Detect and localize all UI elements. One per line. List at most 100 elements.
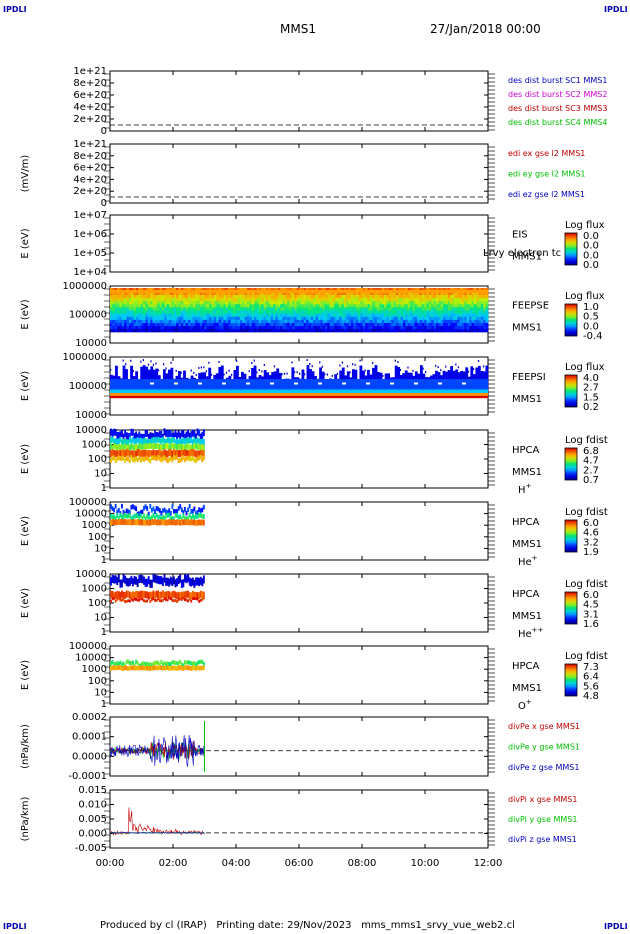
spectrogram-cell bbox=[126, 322, 130, 327]
spectrogram-cell bbox=[327, 300, 331, 305]
spectrogram-cell bbox=[348, 297, 352, 302]
spectrogram-cell bbox=[206, 294, 210, 299]
spectrogram-cell bbox=[138, 297, 142, 302]
spectrogram-cell bbox=[202, 514, 205, 519]
spectrogram-cell bbox=[306, 297, 309, 302]
spectrogram-cell bbox=[157, 325, 161, 330]
spectrogram-cell bbox=[198, 592, 201, 600]
spectrogram-cell bbox=[424, 312, 427, 317]
spectrogram-cell bbox=[211, 316, 215, 320]
spectrogram-cell bbox=[355, 309, 359, 314]
spectrogram-cell bbox=[440, 306, 444, 311]
spectrogram-cell bbox=[117, 297, 120, 302]
spectrogram-cell bbox=[161, 312, 165, 317]
spectrogram-cell bbox=[139, 433, 142, 441]
spectrogram-cell bbox=[195, 328, 198, 333]
spectrogram-cell bbox=[464, 322, 468, 327]
spectrogram-cell bbox=[110, 513, 112, 519]
spectrogram-cell bbox=[407, 316, 411, 320]
spectrogram-cell bbox=[143, 505, 145, 511]
spectrogram-cell bbox=[174, 439, 177, 446]
spectrogram-cell bbox=[386, 312, 390, 317]
spectrogram-cell bbox=[179, 592, 182, 600]
spectrogram-cell bbox=[185, 665, 188, 671]
spectrogram-cell bbox=[171, 316, 175, 320]
spectrogram-cell bbox=[376, 297, 380, 302]
spectrogram-cell bbox=[169, 322, 172, 327]
spectrogram-cell bbox=[124, 322, 127, 327]
spectrogram-cell bbox=[348, 306, 352, 311]
spectrogram-cell bbox=[174, 579, 177, 588]
spectrogram-cell bbox=[348, 300, 352, 305]
spectrogram-cell bbox=[114, 294, 118, 299]
spectrogram-cell bbox=[273, 294, 276, 299]
spectrogram-cell bbox=[211, 319, 215, 324]
spectrogram-cell bbox=[294, 312, 298, 317]
instrument-name: FEEPSI bbox=[512, 372, 546, 383]
spectrogram-cell bbox=[206, 325, 210, 330]
spectrogram-cell bbox=[395, 306, 399, 311]
spectrogram-cell bbox=[190, 322, 194, 327]
spectrogram-cell bbox=[258, 316, 262, 320]
spectrogram-band bbox=[110, 389, 488, 393]
spectrogram-cell bbox=[179, 432, 182, 440]
spectrogram-cell bbox=[268, 294, 272, 299]
spectrogram-cell bbox=[232, 300, 236, 305]
spectrogram-cell bbox=[154, 598, 156, 602]
spectrogram-cell bbox=[211, 322, 215, 327]
spectrogram-cell bbox=[164, 294, 168, 299]
spectrogram-gap bbox=[414, 382, 418, 385]
spectrogram-cell bbox=[221, 306, 224, 311]
spectrogram-cell bbox=[225, 300, 229, 305]
spectrogram-cell bbox=[473, 306, 477, 311]
spectrogram-cell bbox=[235, 297, 238, 302]
spectrogram-cell bbox=[308, 291, 312, 296]
spectrogram-cell bbox=[195, 662, 197, 667]
spacecraft-name: MMS1 bbox=[512, 611, 542, 622]
spectrogram-cell bbox=[386, 319, 390, 324]
spectrogram-cell bbox=[362, 291, 366, 296]
spectrogram-cell bbox=[346, 365, 349, 368]
spectrogram-cell bbox=[150, 322, 153, 327]
y-tick-label: 10000 bbox=[75, 410, 107, 421]
spectrogram-cell bbox=[350, 294, 354, 299]
spectrogram-cell bbox=[381, 291, 385, 296]
spectrogram-cell bbox=[362, 309, 366, 314]
spectrogram-cell bbox=[174, 449, 177, 457]
spectrogram-cell bbox=[117, 312, 120, 317]
spectrogram-cell bbox=[273, 316, 276, 320]
spectrogram-cell bbox=[190, 509, 193, 514]
spectrogram-cell bbox=[197, 325, 201, 330]
spectrogram-cell bbox=[424, 288, 427, 292]
spectrogram-cell bbox=[265, 319, 269, 324]
spectrogram-cell bbox=[185, 303, 189, 308]
spectrogram-cell bbox=[133, 297, 137, 302]
spectrogram-cell bbox=[237, 300, 241, 305]
spectrogram-cell bbox=[296, 300, 300, 305]
spectrogram-cell bbox=[320, 297, 324, 302]
spectrogram-cell bbox=[438, 309, 442, 314]
y-tick-label: 0.0002 bbox=[72, 712, 107, 723]
spectrogram-cell bbox=[221, 322, 224, 327]
spectrogram-cell bbox=[188, 592, 191, 600]
spectrogram-cell bbox=[195, 297, 198, 302]
spectrogram-cell bbox=[322, 303, 326, 308]
spectrogram-cell bbox=[211, 291, 215, 296]
spectrogram-cell bbox=[454, 306, 458, 311]
spectrogram-cell bbox=[239, 316, 243, 320]
spectrogram-cell bbox=[477, 365, 481, 392]
spectrogram-cell bbox=[204, 291, 208, 296]
spectrogram-cell bbox=[360, 312, 364, 317]
spectrogram-cell bbox=[177, 450, 180, 457]
spectrogram-cell bbox=[184, 660, 186, 665]
spectrogram-cell bbox=[110, 291, 113, 296]
spectrogram-cell bbox=[221, 328, 224, 333]
spectrogram-cell bbox=[478, 303, 482, 308]
spectrogram-cell bbox=[121, 309, 125, 314]
spectrogram-cell bbox=[114, 450, 117, 458]
spectrogram-cell bbox=[176, 325, 179, 330]
spectrogram-cell bbox=[282, 297, 286, 302]
colorbar bbox=[564, 303, 578, 337]
spectrogram-cell bbox=[178, 322, 182, 327]
spectrogram-cell bbox=[195, 316, 198, 320]
